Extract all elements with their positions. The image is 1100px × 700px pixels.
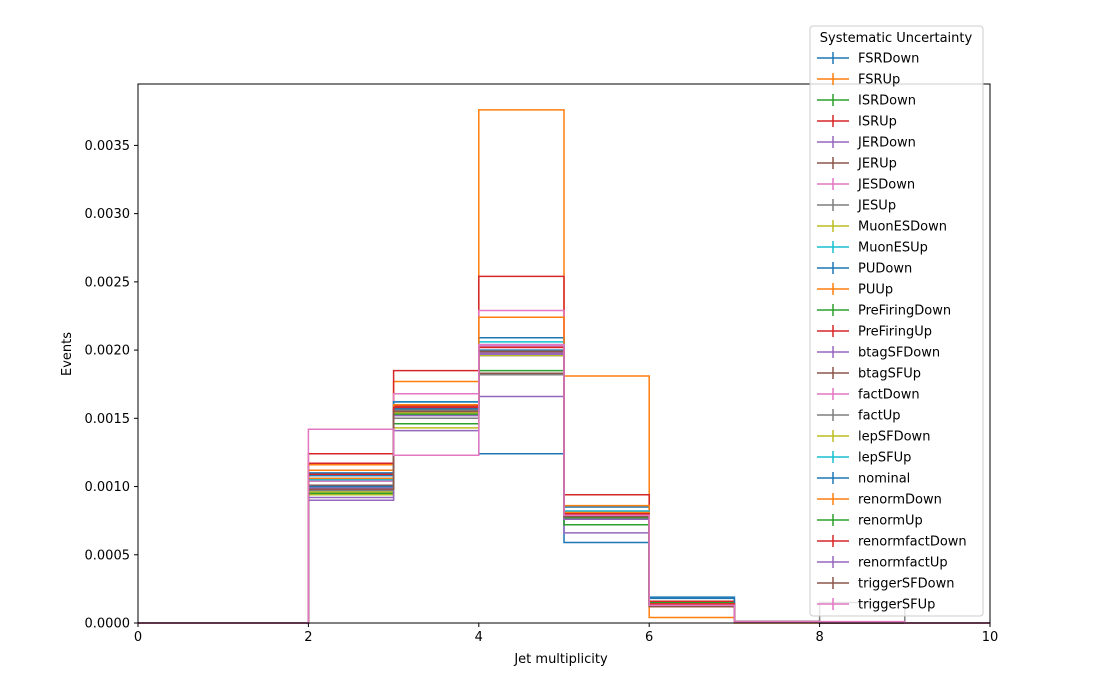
legend-label: triggerSFDown	[858, 577, 954, 592]
legend-label: btagSFDown	[858, 346, 940, 361]
legend-item-lepSFDown: lepSFDown	[817, 430, 930, 445]
x-axis: 0 2 4 6 8 10	[134, 623, 998, 645]
legend-label: MuonESUp	[858, 241, 928, 256]
legend-label: triggerSFUp	[858, 598, 935, 613]
legend-box	[809, 25, 984, 617]
series-layer	[138, 109, 990, 624]
y-tick-label: 0.0035	[85, 139, 131, 154]
legend-item-lepSFUp: lepSFUp	[817, 451, 911, 466]
legend-item-FSRDown: FSRDown	[817, 52, 919, 67]
legend-item-renormfactDown: renormfactDown	[817, 535, 967, 550]
legend-label: FSRUp	[858, 73, 900, 88]
legend-items: FSRDown FSRUp ISRDown ISRUp JERDown JERUp JESD…	[817, 52, 967, 613]
legend-label: ISRUp	[858, 115, 897, 130]
x-tick-label: 8	[815, 630, 823, 645]
legend-label: JERUp	[857, 157, 897, 172]
legend-label: btagSFUp	[858, 367, 921, 382]
x-tick-label: 6	[645, 630, 653, 645]
legend-item-ISRDown: ISRDown	[817, 94, 916, 109]
y-tick-label: 0.0025	[85, 275, 131, 290]
legend-title: Systematic Uncertainty	[820, 31, 973, 46]
legend-label: JERDown	[857, 136, 916, 151]
legend-item-FSRUp: FSRUp	[817, 73, 900, 88]
legend-item-renormDown: renormDown	[817, 493, 942, 508]
legend-label: factUp	[858, 409, 901, 424]
legend-label: ISRDown	[858, 94, 916, 109]
legend-item-JESDown: JESDown	[817, 178, 915, 193]
legend-label: factDown	[858, 388, 920, 403]
legend-item-ISRUp: ISRUp	[817, 115, 897, 130]
legend: Systematic Uncertainty FSRDown FSRUp ISRDo…	[809, 25, 984, 617]
legend-label: renormfactDown	[858, 535, 967, 550]
legend-item-PreFiringDown: PreFiringDown	[817, 304, 951, 319]
y-tick-label: 0.0005	[85, 548, 131, 563]
legend-label: PUUp	[858, 283, 893, 298]
legend-item-renormfactUp: renormfactUp	[817, 556, 948, 571]
y-axis-label: Events	[60, 332, 75, 376]
x-tick-label: 0	[134, 630, 142, 645]
legend-label: nominal	[858, 472, 910, 487]
legend-label: renormfactUp	[858, 556, 948, 571]
x-tick-label: 2	[304, 630, 312, 645]
legend-item-factDown: factDown	[817, 388, 920, 403]
y-tick-label: 0.0020	[85, 344, 131, 359]
legend-item-JERUp: JERUp	[817, 157, 897, 172]
legend-item-factUp: factUp	[817, 409, 901, 424]
legend-label: lepSFUp	[858, 451, 911, 466]
legend-item-renormUp: renormUp	[817, 514, 923, 529]
y-tick-label: 0.0010	[85, 480, 131, 495]
legend-item-PreFiringUp: PreFiringUp	[817, 325, 932, 340]
legend-label: JESDown	[857, 178, 915, 193]
legend-item-PUDown: PUDown	[817, 262, 912, 277]
x-tick-label: 4	[475, 630, 483, 645]
legend-label: PreFiringUp	[858, 325, 932, 340]
x-tick-label: 10	[982, 630, 999, 645]
legend-item-nominal: nominal	[817, 472, 910, 487]
legend-label: renormUp	[858, 514, 923, 529]
legend-item-triggerSFUp: triggerSFUp	[817, 598, 935, 613]
series-line-triggerSFUp	[138, 343, 990, 624]
y-tick-label: 0.0030	[85, 207, 131, 222]
y-tick-label: 0.0000	[85, 617, 131, 632]
plot-frame	[137, 83, 991, 624]
legend-label: lepSFDown	[858, 430, 930, 445]
y-tick-label: 0.0015	[85, 412, 131, 427]
legend-item-btagSFDown: btagSFDown	[817, 346, 940, 361]
legend-item-MuonESDown: MuonESDown	[817, 220, 947, 235]
legend-item-JESUp: JESUp	[817, 199, 896, 214]
legend-item-MuonESUp: MuonESUp	[817, 241, 928, 256]
legend-item-triggerSFDown: triggerSFDown	[817, 577, 954, 592]
legend-label: PUDown	[858, 262, 912, 277]
legend-item-PUUp: PUUp	[817, 283, 893, 298]
legend-label: renormDown	[858, 493, 942, 508]
legend-label: MuonESDown	[858, 220, 947, 235]
legend-item-btagSFUp: btagSFUp	[817, 367, 921, 382]
legend-label: PreFiringDown	[858, 304, 951, 319]
legend-item-JERDown: JERDown	[817, 136, 916, 151]
y-axis: 0.0000 0.0005 0.0010 0.0015 0.0020 0.0025 0.00…	[85, 139, 138, 632]
x-axis-label: Jet multiplicity	[513, 652, 608, 667]
legend-label: JESUp	[857, 199, 896, 214]
legend-label: FSRDown	[858, 52, 919, 67]
